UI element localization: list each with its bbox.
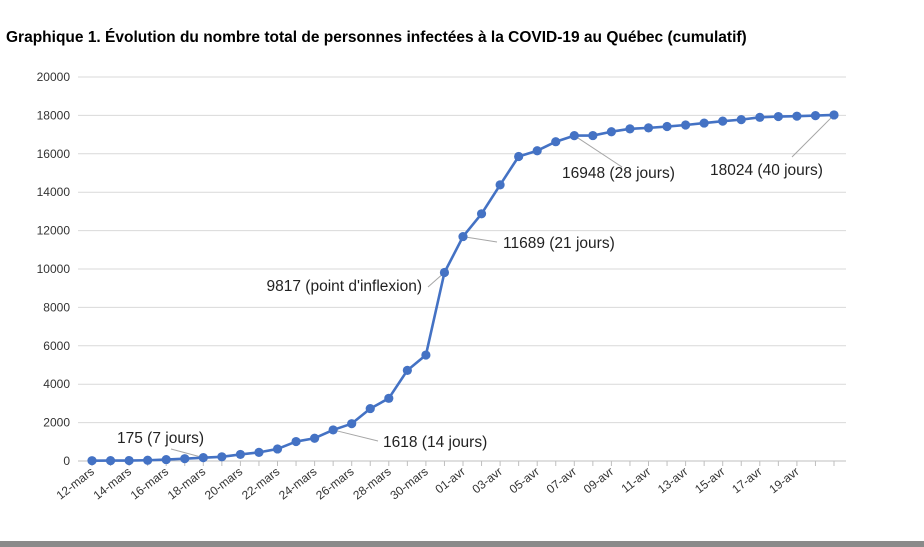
- data-point: [272, 444, 283, 454]
- data-point: [755, 112, 765, 122]
- data-point: [458, 231, 468, 242]
- x-tick-label: 16-mars: [128, 464, 171, 502]
- series-points: [87, 110, 839, 466]
- data-point: [514, 151, 524, 162]
- x-tick-label: 19-avr: [766, 464, 801, 496]
- gridlines: [78, 76, 846, 424]
- data-point: [347, 419, 357, 429]
- x-tick-label: 30-mars: [387, 464, 430, 502]
- x-tick-label: 14-mars: [91, 464, 134, 502]
- data-point: [124, 455, 134, 466]
- y-tick-label: 8000: [43, 300, 70, 314]
- y-tick-label: 18000: [37, 108, 71, 122]
- data-point: [365, 403, 375, 414]
- chart-title: Graphique 1. Évolution du nombre total d…: [6, 29, 747, 46]
- y-tick-label: 2000: [43, 416, 70, 430]
- data-point: [310, 433, 320, 443]
- data-point: [829, 110, 839, 120]
- data-point: [254, 447, 264, 457]
- x-tick-label: 09-avr: [581, 464, 616, 496]
- data-point: [217, 452, 227, 462]
- data-point: [643, 123, 654, 133]
- x-tick-label: 13-avr: [655, 464, 690, 496]
- y-tick-label: 12000: [37, 224, 71, 238]
- y-axis-tick-labels: 0 2000 4000 6000 8000 10000 12000 14000 16000 180…: [37, 70, 71, 468]
- annotation-label: 1618 (14 jours): [383, 434, 487, 451]
- data-point: [235, 449, 245, 460]
- window-bottom-edge: [0, 541, 924, 547]
- x-tick-label: 17-avr: [729, 464, 764, 496]
- x-tick-label: 18-mars: [165, 464, 208, 502]
- y-tick-label: 6000: [43, 339, 70, 353]
- x-tick-label: 01-avr: [432, 464, 467, 496]
- x-tick-label: 22-mars: [239, 464, 282, 502]
- annotation-label: 175 (7 jours): [117, 430, 204, 447]
- annotations: 175 (7 jours) 1618 (14 jours) 9817 (point …: [117, 162, 823, 451]
- data-point: [143, 455, 153, 465]
- y-tick-label: 0: [63, 454, 70, 468]
- data-point: [569, 130, 579, 141]
- annotation-label: 9817 (point d'inflexion): [267, 278, 422, 295]
- data-point: [180, 454, 190, 464]
- data-point: [495, 180, 505, 190]
- annotation-label: 11689 (21 jours): [503, 235, 615, 252]
- x-axis-tick-labels: 12-mars14-mars16-mars18-mars20-mars22-ma…: [54, 464, 802, 502]
- data-point: [161, 454, 171, 465]
- x-tick-label: 12-mars: [54, 464, 97, 502]
- data-point: [87, 456, 97, 466]
- x-tick-label: 15-avr: [692, 464, 727, 496]
- x-axis: [78, 460, 846, 466]
- x-tick-label: 11-avr: [619, 464, 654, 495]
- data-point: [384, 393, 394, 403]
- data-point: [588, 130, 598, 141]
- data-point: [421, 350, 431, 360]
- x-tick-label: 20-mars: [202, 464, 245, 502]
- data-point: [736, 115, 746, 125]
- data-point: [625, 124, 635, 134]
- data-point: [792, 111, 802, 121]
- y-tick-label: 14000: [37, 185, 71, 199]
- x-tick-label: 03-avr: [470, 464, 505, 496]
- data-point: [439, 267, 450, 278]
- data-point: [328, 425, 338, 435]
- annotation-leader-lines: [170, 114, 835, 459]
- data-point: [810, 110, 821, 121]
- x-tick-label: 24-mars: [276, 464, 319, 502]
- annotation-label: 18024 (40 jours): [710, 162, 823, 179]
- x-tick-label: 26-mars: [313, 464, 356, 502]
- data-point: [681, 120, 691, 130]
- data-point: [662, 121, 672, 132]
- x-tick-label: 05-avr: [507, 464, 542, 496]
- annotation-leader: [791, 114, 835, 158]
- y-tick-label: 16000: [37, 147, 71, 161]
- y-tick-label: 20000: [37, 70, 71, 84]
- data-point: [718, 116, 728, 126]
- data-point: [606, 127, 617, 137]
- annotation-leader: [574, 135, 623, 168]
- y-tick-label: 10000: [37, 262, 71, 276]
- data-point: [551, 137, 561, 147]
- data-point: [699, 118, 709, 128]
- data-point: [476, 209, 487, 219]
- annotation-leader: [333, 429, 379, 442]
- x-tick-label: 28-mars: [350, 464, 393, 502]
- annotation-label: 16948 (28 jours): [562, 165, 675, 182]
- y-tick-label: 4000: [43, 377, 70, 391]
- annotation-leader: [462, 236, 498, 243]
- data-point: [532, 146, 542, 156]
- data-point: [291, 436, 301, 447]
- x-tick-label: 07-avr: [544, 464, 579, 496]
- data-point: [402, 365, 412, 375]
- data-point: [198, 453, 208, 463]
- data-point: [773, 111, 783, 122]
- annotation-leader: [170, 448, 204, 459]
- data-point: [105, 455, 116, 466]
